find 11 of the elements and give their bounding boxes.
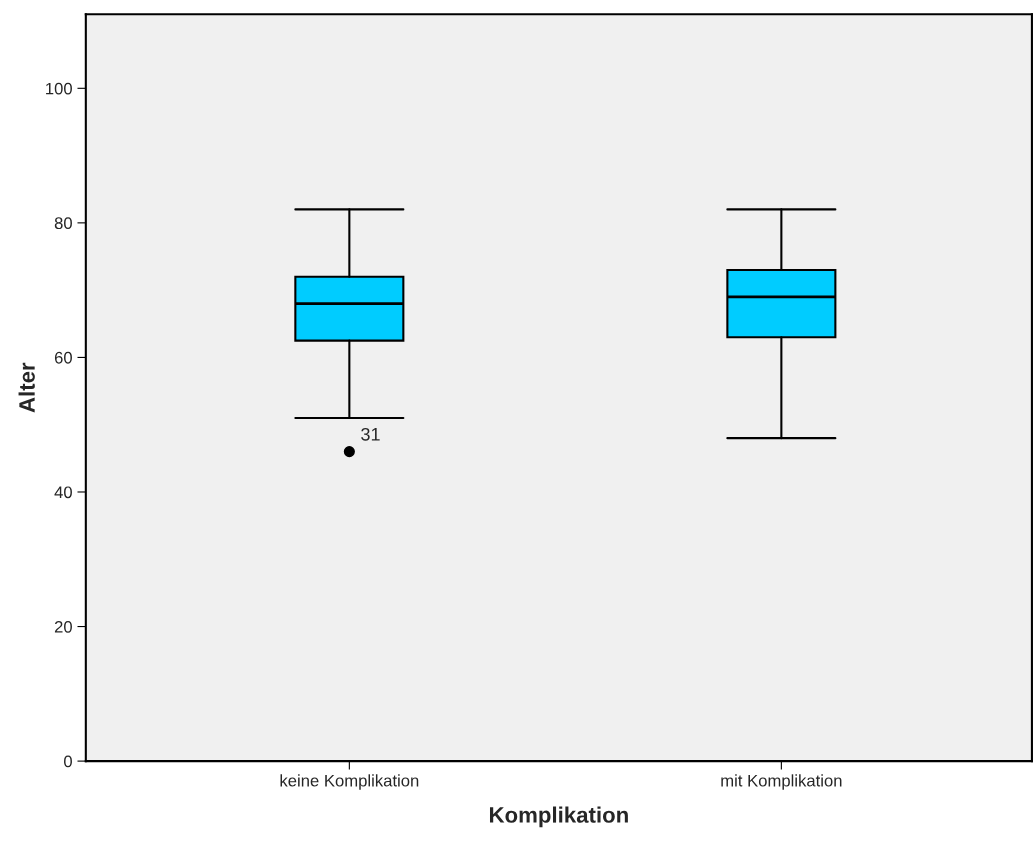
y-tick-label: 40 bbox=[54, 486, 72, 499]
x-axis-title: Komplikation bbox=[490, 806, 628, 828]
y-tick-label: 80 bbox=[54, 217, 72, 230]
y-tick-label: 100 bbox=[46, 82, 72, 95]
x-tick-label: mit Komplikation bbox=[721, 774, 842, 790]
y-tick-label: 60 bbox=[54, 351, 72, 364]
x-tick-label: keine Komplikation bbox=[280, 774, 419, 790]
y-tick-label: 20 bbox=[54, 620, 72, 633]
annotation: 31 bbox=[361, 427, 380, 441]
y-axis-title: Alter bbox=[18, 362, 35, 413]
y-tick-label: 0 bbox=[64, 755, 72, 768]
